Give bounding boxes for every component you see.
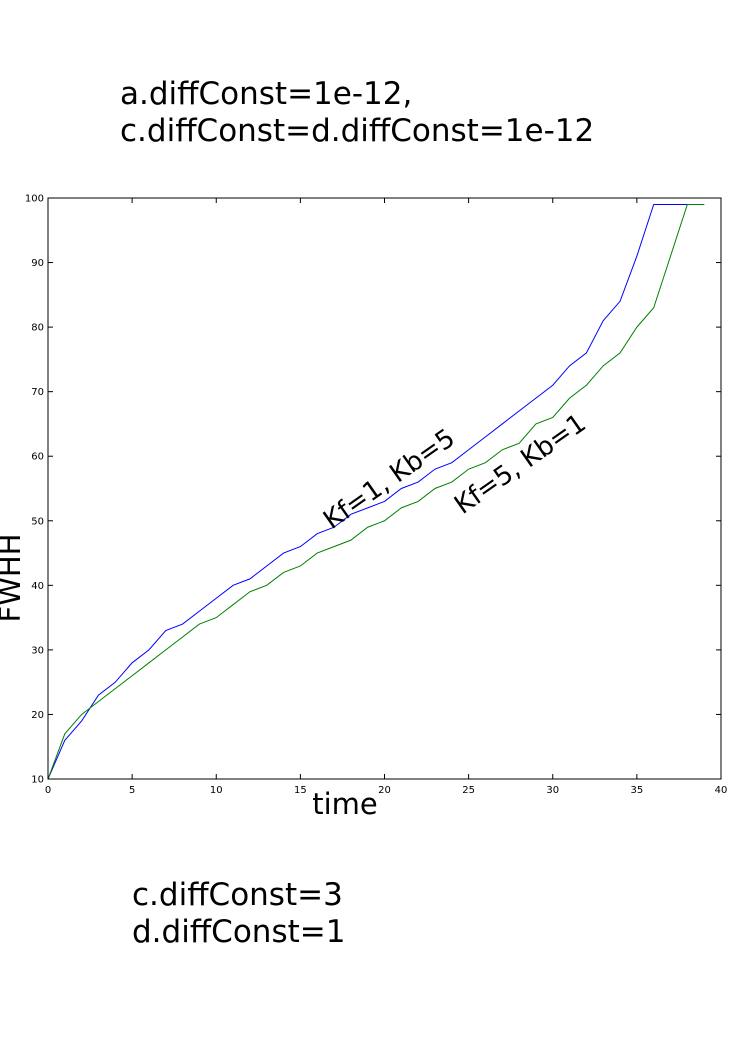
x-axis-label: time xyxy=(312,787,378,821)
top-note: a.diffConst=1e-12, c.diffConst=d.diffCon… xyxy=(120,76,594,150)
y-tick-label: 10 xyxy=(31,775,44,786)
bottom-note-line-2: d.diffConst=1 xyxy=(132,914,346,950)
bottom-note: c.diffConst=3 d.diffConst=1 xyxy=(132,877,345,951)
y-axis-label: FWHH xyxy=(0,534,27,623)
x-tick-label: 40 xyxy=(715,785,728,796)
y-tick-label: 20 xyxy=(31,710,44,721)
annotation-kf5-kb1: Kf=5, Kb=1 xyxy=(449,408,591,520)
x-tick-label: 30 xyxy=(546,785,559,796)
plot-area xyxy=(47,203,705,780)
annotation-kf1-kb5: Kf=1, Kb=5 xyxy=(318,423,460,535)
top-note-line-2: c.diffConst=d.diffConst=1e-12 xyxy=(120,113,595,149)
y-tick-label: 50 xyxy=(31,516,44,527)
y-tick-label: 30 xyxy=(31,645,44,656)
x-tick-label: 25 xyxy=(462,785,475,796)
x-tick-label: 15 xyxy=(294,785,307,796)
x-tick-label: 20 xyxy=(378,785,391,796)
series-line-2 xyxy=(47,203,705,780)
x-tick-label: 0 xyxy=(45,785,51,796)
axis-ticks: 0 5 10 15 20 25 30 35 40 10 20 30 40 50 60 70 80 90 100 xyxy=(25,194,727,797)
y-tick-label: 100 xyxy=(25,194,44,205)
y-tick-label: 90 xyxy=(31,258,44,269)
x-tick-label: 10 xyxy=(210,785,223,796)
top-note-line-1: a.diffConst=1e-12, xyxy=(120,76,413,112)
x-tick-label: 35 xyxy=(631,785,644,796)
y-tick-label: 80 xyxy=(31,323,44,334)
y-tick-label: 70 xyxy=(31,387,44,398)
x-tick-label: 5 xyxy=(129,785,135,796)
y-tick-label: 60 xyxy=(31,452,44,463)
series-line-1 xyxy=(47,203,705,780)
y-tick-label: 40 xyxy=(31,581,44,592)
bottom-note-line-1: c.diffConst=3 xyxy=(132,877,343,913)
